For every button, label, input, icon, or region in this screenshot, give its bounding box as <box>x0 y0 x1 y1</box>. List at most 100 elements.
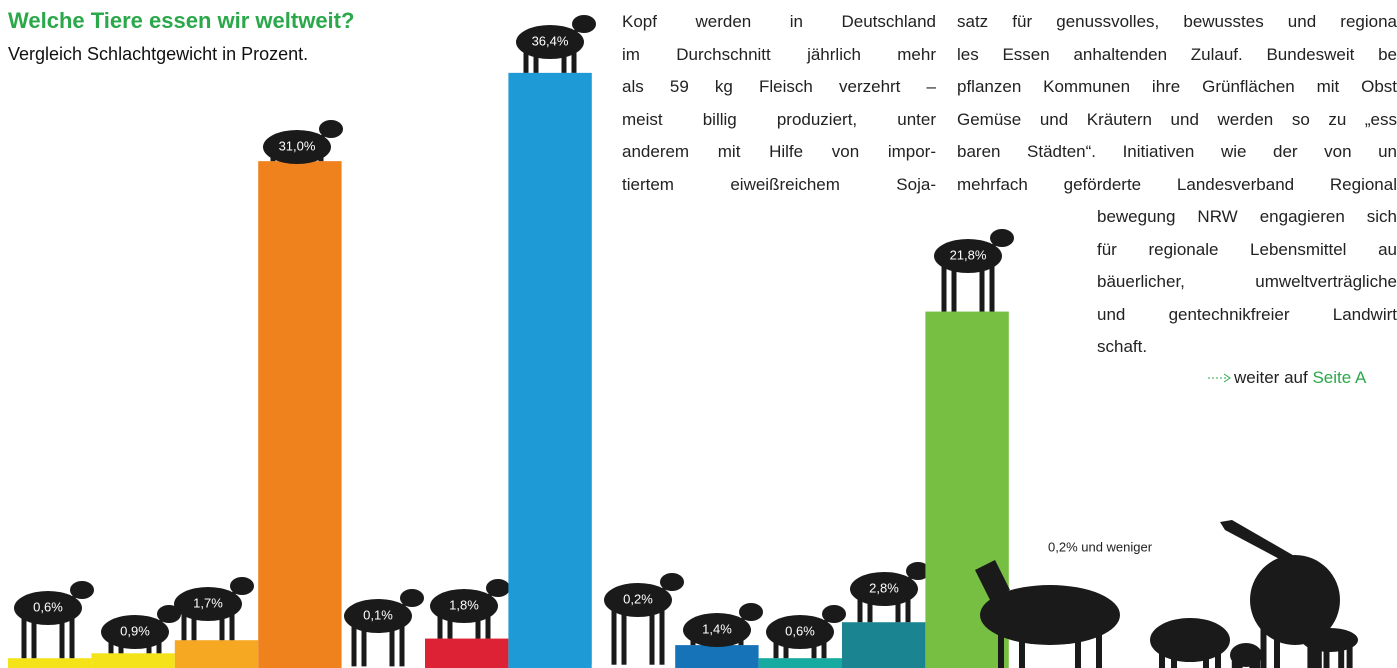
animal-silhouette <box>739 638 744 645</box>
bar <box>175 640 258 668</box>
animal-silhouette <box>400 624 405 666</box>
animal-silhouette <box>650 608 655 665</box>
value-label: 1,7% <box>193 595 223 610</box>
value-label: 21,8% <box>950 247 987 262</box>
animal-silhouette <box>998 615 1004 668</box>
animal-silhouette <box>1171 640 1177 668</box>
annotation: 0,2% und weniger <box>1048 539 1153 554</box>
text-line: meist billig produziert, unter <box>622 104 936 137</box>
animal-silhouette <box>534 50 539 73</box>
bar <box>759 658 842 668</box>
animal-silhouette <box>448 614 453 639</box>
animal-silhouette <box>1096 615 1102 668</box>
animal-silhouette <box>1075 615 1081 668</box>
more-text: weiter auf <box>1234 368 1308 387</box>
animal-silhouette <box>1316 640 1322 668</box>
animal-silhouette <box>70 616 75 658</box>
animal-silhouette <box>362 624 367 666</box>
bar <box>675 645 758 668</box>
animal-silhouette <box>1215 640 1221 668</box>
animal-silhouette <box>1347 640 1353 668</box>
bar <box>842 622 925 668</box>
animal-silhouette <box>562 50 567 73</box>
animal-silhouette <box>784 640 789 658</box>
animal-silhouette <box>906 597 911 622</box>
bar <box>8 658 91 668</box>
animal-silhouette <box>729 638 734 645</box>
value-label: 31,0% <box>279 138 316 153</box>
bar <box>91 653 174 668</box>
animal-silhouette <box>822 640 827 658</box>
article-column: satz für genussvolles, bewusstes und reg… <box>957 6 1397 201</box>
value-label: 0,9% <box>120 623 150 638</box>
animal-silhouette <box>524 50 529 73</box>
text-line: im Durchschnitt jährlich mehr <box>622 39 936 72</box>
animal-silhouette <box>476 614 481 639</box>
animal-silhouette <box>942 264 947 312</box>
animal-silhouette <box>309 155 314 161</box>
value-label: 0,2% <box>623 591 653 606</box>
animal-silhouette <box>1237 655 1243 668</box>
animal-silhouette <box>1274 600 1280 668</box>
animal-silhouette <box>192 612 197 640</box>
animal-silhouette <box>147 640 152 653</box>
animal-silhouette <box>486 614 491 639</box>
value-label: 0,6% <box>33 599 63 614</box>
value-label: 0,1% <box>363 607 393 622</box>
animal-silhouette <box>701 638 706 645</box>
animal-silhouette <box>691 638 696 645</box>
animal-silhouette <box>182 612 187 640</box>
animal-silhouette <box>1307 640 1313 668</box>
animal-silhouette <box>281 155 286 161</box>
animal-silhouette <box>572 50 577 73</box>
animal-silhouette <box>1254 655 1260 668</box>
chart-subtitle: Vergleich Schlachtgewicht in Prozent. <box>8 44 308 65</box>
animal-silhouette <box>109 640 114 653</box>
value-label: 36,4% <box>532 33 569 48</box>
animal-silhouette <box>1159 640 1165 668</box>
text-line: mehrfach geförderte Landesverband Region… <box>957 169 1397 202</box>
text-line: und gentechnikfreier Landwirt <box>1097 299 1397 332</box>
page-ref[interactable]: Seite A <box>1312 368 1366 387</box>
animal-silhouette <box>230 612 235 640</box>
animal-silhouette <box>390 624 395 666</box>
text-line: tiertem eiweißreichem Soja- <box>622 169 936 202</box>
animal-silhouette <box>896 597 901 622</box>
animal-silhouette <box>352 624 357 666</box>
animal-silhouette <box>858 597 863 622</box>
text-line: bäuerlicher, umweltverträgliche <box>1097 266 1397 299</box>
animal-silhouette <box>438 614 443 639</box>
animal-silhouette <box>1220 520 1310 570</box>
animal-silhouette <box>1019 615 1025 668</box>
value-label: 1,4% <box>702 621 732 636</box>
text-line: bewegung NRW engagieren sich <box>1097 201 1397 234</box>
text-line: les Essen anhaltenden Zulauf. Bundesweit… <box>957 39 1397 72</box>
animal-silhouette <box>980 264 985 312</box>
chart-title: Welche Tiere essen wir weltweit? <box>8 8 354 34</box>
more-link[interactable]: weiter auf Seite A <box>1208 368 1366 388</box>
article-column: bewegung NRW engagieren sichfür regional… <box>1097 201 1397 364</box>
page: 0,6% 0,9% 1,7% 31,0% 0,1% 1,8% 36,4% 0,2% 1,4% 0,… <box>0 0 1397 668</box>
text-line: baren Städten“. Initiativen wie der von … <box>957 136 1397 169</box>
bar <box>258 161 341 668</box>
text-line: satz für genussvolles, bewusstes und reg… <box>957 6 1397 39</box>
value-label: 1,8% <box>449 597 479 612</box>
animal-silhouette <box>60 616 65 658</box>
animal-silhouette <box>612 608 617 665</box>
animal-silhouette <box>271 155 276 161</box>
animal-silhouette <box>157 640 162 653</box>
animal-silhouette <box>868 597 873 622</box>
text-line: Kopf werden in Deutschland <box>622 6 936 39</box>
animal-silhouette <box>660 608 665 665</box>
arrow-icon <box>1208 372 1234 384</box>
value-label: 0,6% <box>785 623 815 638</box>
animal-silhouette <box>319 155 324 161</box>
animal-silhouette <box>1338 640 1344 668</box>
animal-silhouette <box>220 612 225 640</box>
text-line: anderem mit Hilfe von impor- <box>622 136 936 169</box>
animal-silhouette <box>622 608 627 665</box>
text-line: Gemüse und Kräutern und werden so zu „es… <box>957 104 1397 137</box>
text-line: als 59 kg Fleisch verzehrt – <box>622 71 936 104</box>
bar <box>508 73 591 668</box>
